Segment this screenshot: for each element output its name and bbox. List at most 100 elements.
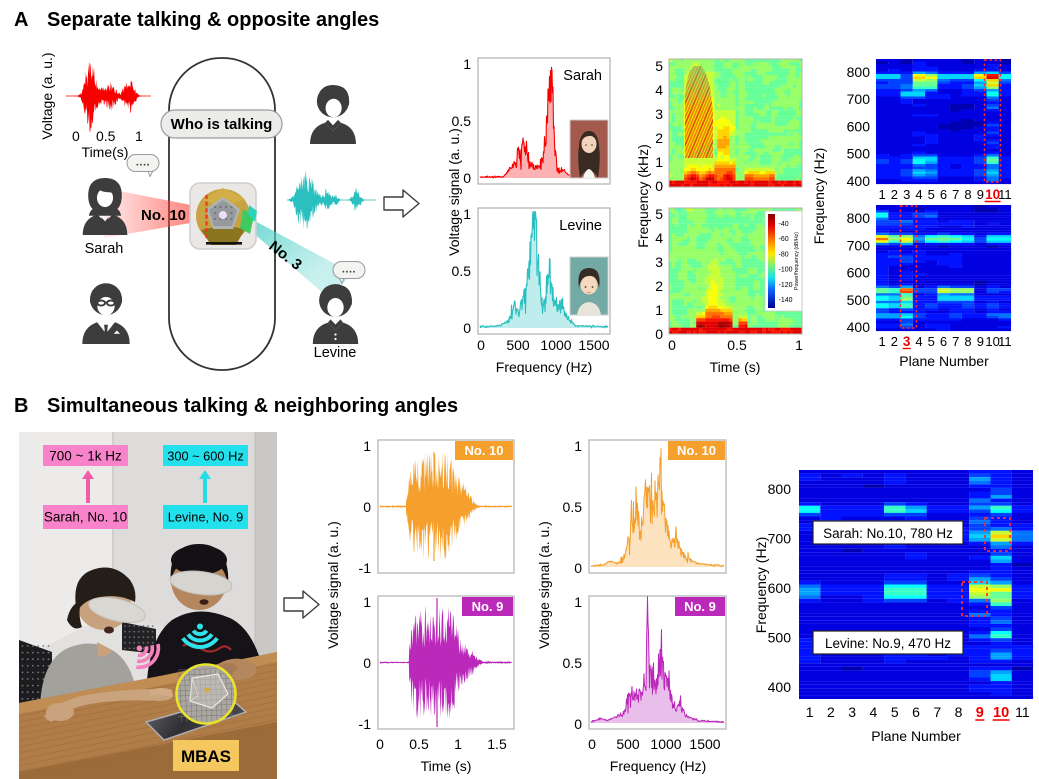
svg-text:7: 7 bbox=[933, 704, 941, 720]
svg-text:-100: -100 bbox=[779, 267, 793, 274]
svg-text:1: 1 bbox=[795, 337, 803, 353]
svg-text:6: 6 bbox=[940, 187, 947, 202]
svg-text:0.5: 0.5 bbox=[563, 499, 583, 515]
svg-text:3: 3 bbox=[655, 254, 663, 270]
svg-text:700: 700 bbox=[768, 531, 792, 547]
svg-text:4: 4 bbox=[870, 704, 878, 720]
svg-text:1: 1 bbox=[574, 594, 582, 610]
svg-text:700: 700 bbox=[847, 237, 871, 253]
svg-text:Frequency (Hz): Frequency (Hz) bbox=[753, 537, 769, 633]
svg-text:4: 4 bbox=[655, 82, 663, 98]
svg-text:3: 3 bbox=[848, 704, 856, 720]
svg-text:Plane Number: Plane Number bbox=[871, 728, 961, 744]
svg-text:Levine, No. 9: Levine, No. 9 bbox=[168, 510, 243, 525]
svg-text:8: 8 bbox=[964, 187, 971, 202]
svg-text:11: 11 bbox=[998, 187, 1012, 202]
svg-text:7: 7 bbox=[952, 334, 959, 349]
svg-text:5: 5 bbox=[655, 206, 663, 222]
svg-text:-1: -1 bbox=[359, 716, 372, 732]
svg-text:Time (s): Time (s) bbox=[421, 758, 472, 774]
svg-text:0: 0 bbox=[655, 326, 663, 342]
svg-text:9: 9 bbox=[977, 334, 984, 349]
svg-text:10: 10 bbox=[993, 705, 1009, 721]
svg-text:No. 10: No. 10 bbox=[141, 207, 186, 224]
svg-text:400: 400 bbox=[768, 679, 792, 695]
svg-text:0: 0 bbox=[363, 655, 371, 671]
svg-text:1: 1 bbox=[463, 206, 471, 222]
svg-text:Levine: No.9, 470 Hz: Levine: No.9, 470 Hz bbox=[825, 636, 951, 651]
svg-text:500: 500 bbox=[847, 292, 871, 308]
svg-text:0: 0 bbox=[363, 499, 371, 515]
svg-text:1: 1 bbox=[454, 736, 462, 752]
svg-text:800: 800 bbox=[847, 64, 871, 80]
svg-text:500: 500 bbox=[506, 337, 530, 353]
svg-text:2: 2 bbox=[891, 187, 898, 202]
svg-text:1: 1 bbox=[363, 438, 371, 454]
svg-text:Simultaneous talking & neighbo: Simultaneous talking & neighboring angle… bbox=[47, 395, 458, 417]
svg-text:Voltage (a. u.): Voltage (a. u.) bbox=[39, 52, 55, 139]
svg-text:3: 3 bbox=[903, 334, 911, 349]
svg-text:1: 1 bbox=[655, 154, 663, 170]
svg-text:600: 600 bbox=[768, 580, 792, 596]
svg-text:500: 500 bbox=[768, 630, 792, 646]
svg-text:600: 600 bbox=[847, 118, 871, 134]
svg-text:5: 5 bbox=[928, 187, 935, 202]
svg-text:-140: -140 bbox=[779, 297, 793, 304]
svg-text:0: 0 bbox=[463, 320, 471, 336]
svg-text:2: 2 bbox=[827, 704, 835, 720]
svg-text:Separate talking & opposite an: Separate talking & opposite angles bbox=[47, 9, 379, 31]
svg-text:Frequency (Hz): Frequency (Hz) bbox=[610, 758, 706, 774]
svg-text:500: 500 bbox=[847, 146, 871, 162]
svg-text:-60: -60 bbox=[779, 236, 789, 243]
svg-text:10: 10 bbox=[985, 187, 1000, 202]
svg-text:4: 4 bbox=[655, 230, 663, 246]
svg-text:2: 2 bbox=[655, 278, 663, 294]
svg-text:1: 1 bbox=[363, 594, 371, 610]
svg-text:8: 8 bbox=[964, 334, 971, 349]
svg-text:1: 1 bbox=[879, 334, 886, 349]
svg-text:500: 500 bbox=[616, 736, 640, 752]
svg-text:6: 6 bbox=[940, 334, 947, 349]
svg-text:Frequency (Hz): Frequency (Hz) bbox=[811, 148, 827, 244]
svg-text:....: .... bbox=[342, 264, 356, 276]
svg-text:700: 700 bbox=[847, 91, 871, 107]
svg-text:0.5: 0.5 bbox=[452, 263, 472, 279]
svg-text:Voltage signal (a. u.): Voltage signal (a. u.) bbox=[446, 128, 462, 256]
svg-text:1500: 1500 bbox=[578, 337, 609, 353]
svg-text:No. 9: No. 9 bbox=[472, 599, 504, 614]
svg-text:0: 0 bbox=[668, 337, 676, 353]
svg-text:No. 10: No. 10 bbox=[677, 443, 716, 458]
svg-text:1: 1 bbox=[879, 187, 886, 202]
svg-text:Levine: Levine bbox=[314, 345, 357, 361]
svg-text:0.5: 0.5 bbox=[409, 736, 429, 752]
svg-text:1: 1 bbox=[655, 302, 663, 318]
svg-text:Time(s): Time(s) bbox=[82, 144, 129, 160]
svg-text:1: 1 bbox=[806, 704, 814, 720]
svg-text:5: 5 bbox=[928, 334, 935, 349]
svg-text:400: 400 bbox=[847, 173, 871, 189]
svg-text:-1: -1 bbox=[359, 560, 372, 576]
svg-text:0.5: 0.5 bbox=[727, 337, 747, 353]
svg-text:700 ~ 1k Hz: 700 ~ 1k Hz bbox=[49, 449, 122, 464]
svg-text:0: 0 bbox=[376, 736, 384, 752]
svg-text:1500: 1500 bbox=[689, 736, 720, 752]
svg-text:0: 0 bbox=[655, 178, 663, 194]
svg-text:600: 600 bbox=[847, 265, 871, 281]
svg-text:2: 2 bbox=[655, 130, 663, 146]
svg-text:Voltage signal (a. u.): Voltage signal (a. u.) bbox=[536, 521, 552, 649]
svg-text:7: 7 bbox=[952, 187, 959, 202]
svg-text:-40: -40 bbox=[779, 221, 789, 228]
svg-text:1000: 1000 bbox=[650, 736, 681, 752]
svg-text:B: B bbox=[14, 395, 28, 417]
svg-text:9: 9 bbox=[976, 705, 984, 721]
svg-text:5: 5 bbox=[891, 704, 899, 720]
svg-text:0: 0 bbox=[588, 736, 596, 752]
svg-text:0.5: 0.5 bbox=[452, 113, 472, 129]
svg-text:1: 1 bbox=[574, 438, 582, 454]
svg-text:Power/frequency (dB/Hz): Power/frequency (dB/Hz) bbox=[794, 232, 800, 290]
svg-text:A: A bbox=[14, 9, 28, 31]
svg-text:0: 0 bbox=[72, 128, 80, 144]
svg-text:11: 11 bbox=[998, 334, 1012, 349]
svg-text:Time (s): Time (s) bbox=[710, 359, 761, 375]
svg-text:0: 0 bbox=[574, 716, 582, 732]
